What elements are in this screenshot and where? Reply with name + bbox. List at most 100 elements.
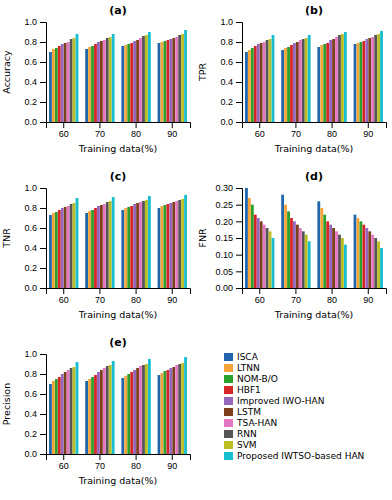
tick-mark	[136, 122, 137, 128]
tick-label: 0.2	[24, 429, 37, 439]
bar	[64, 372, 67, 454]
bar	[148, 196, 151, 288]
tick-label: 0.20	[215, 217, 233, 227]
x-tick: 90	[167, 122, 177, 139]
tick-mark	[236, 122, 242, 123]
bar	[323, 215, 326, 288]
tick-label: 0.0	[24, 283, 37, 293]
chart-title: (a)	[109, 4, 126, 17]
bar	[112, 34, 115, 122]
tick-label: 70	[291, 295, 301, 305]
bar	[163, 205, 166, 288]
legend-item: Improved IWO-HAN	[224, 396, 324, 406]
bar	[293, 221, 296, 288]
series	[257, 218, 368, 288]
tick-label: 0.6	[24, 57, 37, 67]
legend-label: Proposed IWTSO-based HAN	[237, 451, 364, 461]
bar	[91, 46, 94, 122]
legend-swatch	[224, 397, 233, 405]
series	[73, 34, 184, 122]
tick-label: 80	[131, 461, 141, 471]
tick-mark	[99, 288, 100, 294]
series	[254, 215, 365, 288]
bar	[281, 50, 284, 122]
y-tick: 0.2	[24, 97, 46, 107]
x-tick: 60	[255, 122, 265, 139]
tick-mark	[295, 122, 296, 128]
legend-item: LSTM	[224, 407, 261, 417]
bar	[184, 195, 187, 288]
bars	[49, 357, 187, 454]
bar	[296, 225, 299, 288]
bar	[263, 225, 266, 288]
bar	[175, 37, 178, 122]
x-tick: 70	[95, 122, 105, 139]
bar	[67, 206, 70, 288]
tick-mark	[368, 122, 369, 128]
tick-label: 90	[167, 461, 177, 471]
axis-line	[40, 355, 47, 455]
bar	[161, 42, 164, 122]
tick-mark	[40, 102, 46, 103]
bar	[121, 378, 124, 454]
bar	[181, 34, 184, 122]
bar	[67, 42, 70, 122]
bar	[85, 49, 88, 122]
x-axis: 60708090	[47, 122, 191, 139]
y-tick: 0.8	[24, 369, 46, 379]
bar	[103, 40, 106, 122]
bar	[124, 45, 127, 122]
tick-label: 0.6	[24, 223, 37, 233]
chart-title: (c)	[110, 170, 127, 183]
bar	[371, 235, 374, 288]
bar	[61, 208, 64, 288]
legend-item: ISCA	[224, 352, 259, 362]
bar	[64, 43, 67, 122]
bar	[136, 368, 139, 454]
x-tick: 90	[167, 288, 177, 305]
bar	[166, 40, 169, 122]
tick-mark	[40, 354, 46, 355]
tick-label: 70	[95, 461, 105, 471]
bar	[91, 210, 94, 288]
bar	[320, 208, 323, 288]
bar	[326, 43, 329, 122]
bar	[281, 195, 284, 288]
tick-label: 0.8	[220, 37, 233, 47]
bar	[305, 235, 308, 288]
bar	[377, 34, 380, 122]
bar	[335, 37, 338, 122]
tick-label: 0.2	[220, 97, 233, 107]
bar	[257, 218, 260, 288]
series	[76, 195, 187, 288]
legend-label: TSA-HAN	[236, 418, 277, 428]
series	[64, 367, 175, 454]
y-tick: 0.0	[24, 117, 46, 127]
tick-label: 60	[59, 129, 69, 139]
series	[272, 31, 383, 122]
bar	[368, 38, 371, 122]
x-tick: 80	[131, 288, 141, 305]
legend-item: TSA-HAN	[224, 418, 277, 428]
tick-mark	[99, 122, 100, 128]
figure: 0.00.20.40.60.81.060708090(a)Training da…	[0, 0, 392, 500]
bar	[97, 206, 100, 288]
bar	[88, 379, 91, 454]
bar	[335, 231, 338, 288]
series	[263, 225, 374, 288]
bar	[254, 215, 257, 288]
bar	[302, 39, 305, 122]
chart-title: (e)	[109, 336, 127, 349]
bar	[109, 201, 112, 288]
bar	[357, 43, 360, 122]
tick-label: 80	[131, 295, 141, 305]
tick-mark	[259, 288, 260, 294]
x-axis: 60708090	[47, 454, 191, 471]
tick-label: 0.2	[24, 263, 37, 273]
bar	[133, 370, 136, 454]
bar	[49, 384, 52, 454]
bar	[52, 213, 55, 288]
axis-line	[243, 289, 387, 295]
y-tick: 0.8	[24, 37, 46, 47]
tick-mark	[99, 454, 100, 460]
